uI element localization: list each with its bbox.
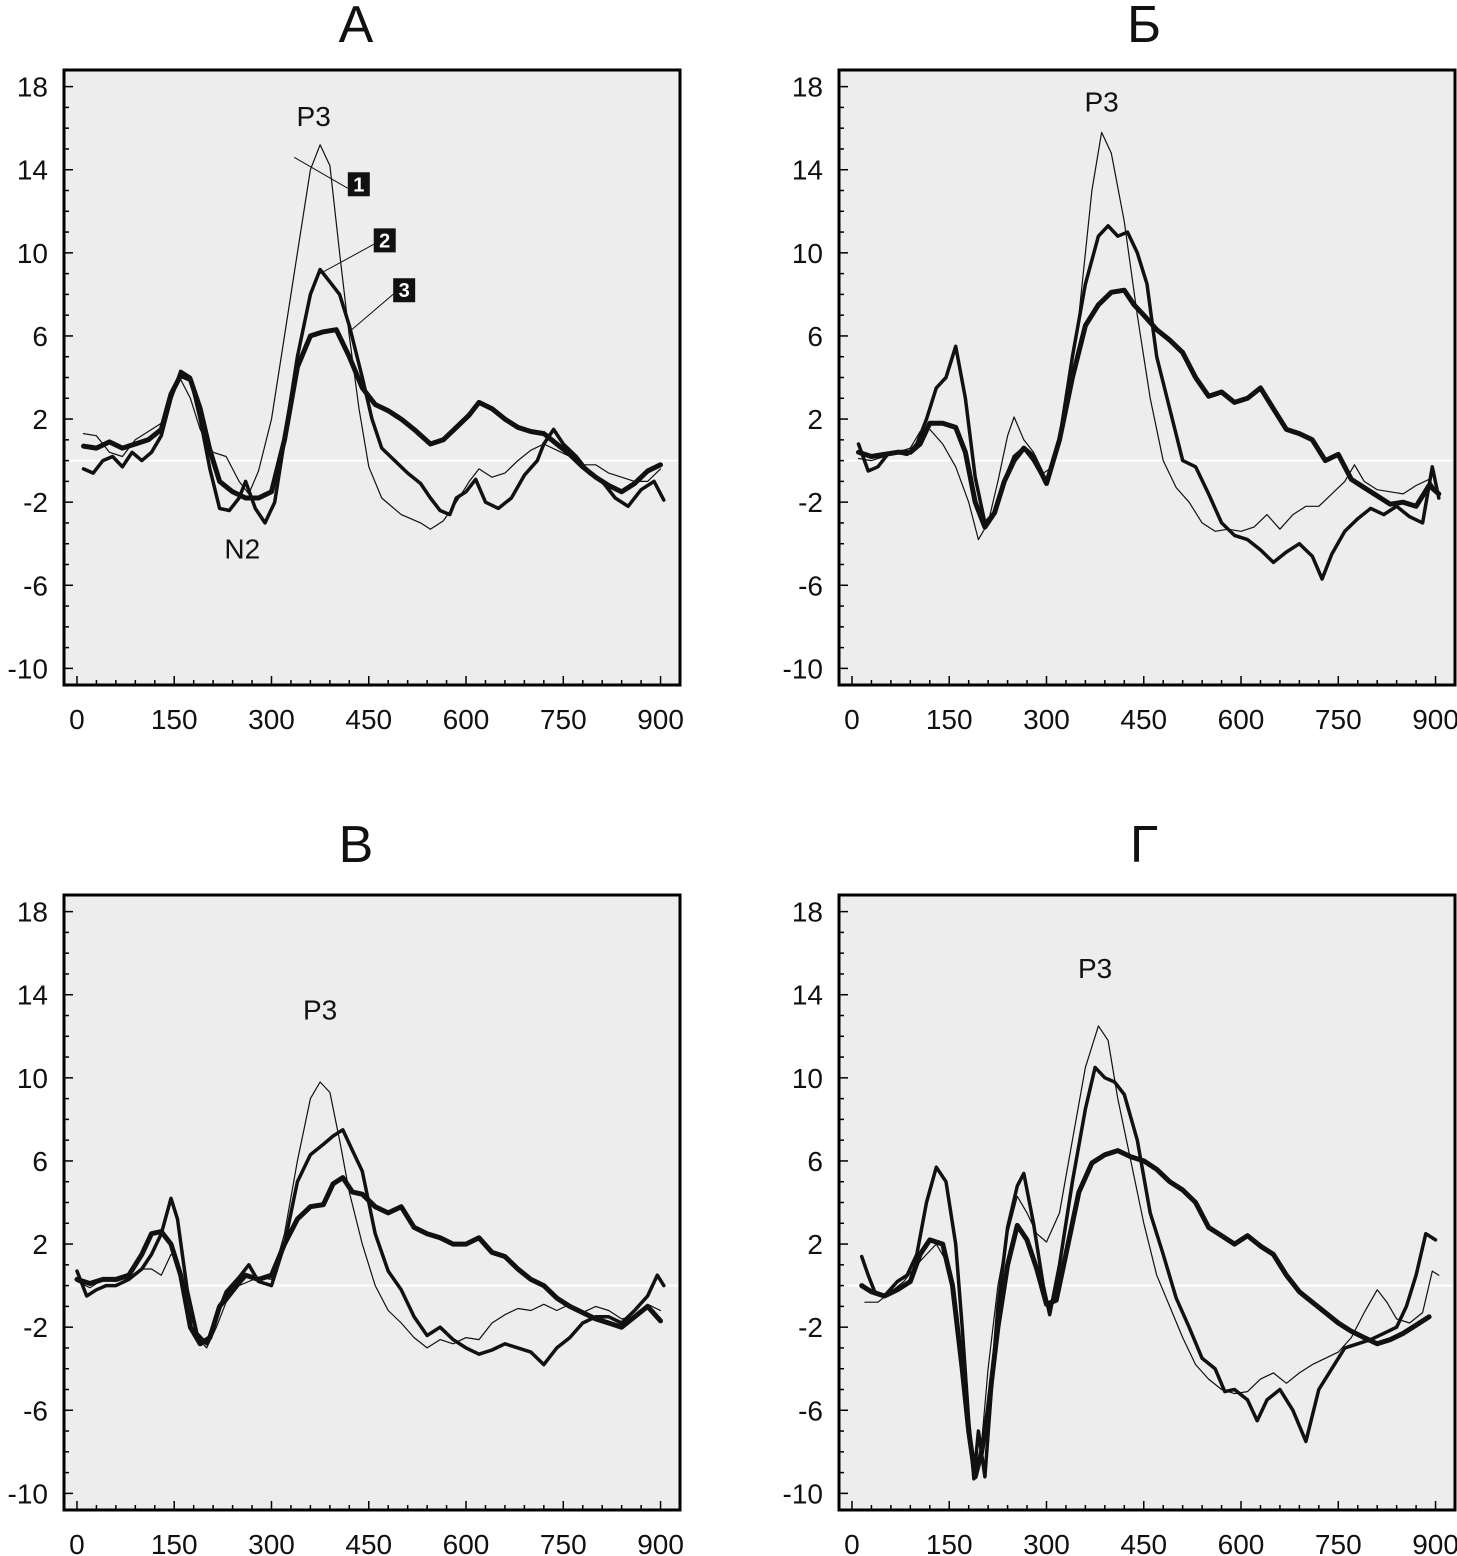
x-tick-label: 150 [151, 1529, 198, 1556]
x-tick-label: 600 [443, 704, 490, 735]
panel-title: Г [1130, 816, 1158, 874]
series-line-3 [856, 287, 1442, 530]
x-tick-label: 300 [1023, 704, 1070, 735]
y-tick-label: 14 [17, 155, 48, 186]
y-tick-label: 2 [807, 404, 823, 435]
x-tick-label: 900 [1412, 704, 1457, 735]
series-badge [373, 228, 396, 253]
series-line-1 [857, 131, 1437, 541]
x-tick-label: 0 [69, 1529, 85, 1556]
y-tick-label: 2 [807, 1229, 823, 1260]
x-tick-label: 450 [1120, 704, 1167, 735]
y-tick-label: -10 [8, 653, 48, 684]
series-line-3 [859, 1148, 1432, 1480]
y-tick-label: 18 [792, 72, 823, 103]
annotation-n2: N2 [224, 533, 260, 564]
x-tick-label: 750 [1315, 704, 1362, 735]
x-tick-label: 450 [345, 704, 392, 735]
series-line-2 [75, 1128, 666, 1367]
series-badge-label: 2 [379, 230, 390, 252]
annotation-p3: P3 [1078, 953, 1112, 984]
series-line-3 [74, 1175, 663, 1347]
y-tick-label: 6 [807, 321, 823, 352]
series-line-2 [856, 224, 1441, 581]
y-tick-label: 18 [792, 897, 823, 928]
x-tick-label: 900 [637, 704, 684, 735]
y-tick-label: 6 [807, 1146, 823, 1177]
panel-b: Б 18 14 10 6 2 -2 -6 -10 0 150 300 450 600 750 900 P3 [783, 0, 1457, 735]
y-tick-label: 14 [792, 155, 823, 186]
x-tick-label: 900 [637, 1529, 684, 1556]
y-tick-label: 10 [17, 238, 48, 269]
x-tick-label: 750 [1315, 1529, 1362, 1556]
y-tick-label: -2 [798, 1312, 823, 1343]
x-tick-label: 150 [151, 704, 198, 735]
panel-c: В 18 14 10 6 2 -2 -6 -10 0 150 300 450 600 750 900 P3 [8, 816, 684, 1556]
y-tick-label: 10 [792, 238, 823, 269]
series-line-2 [859, 1065, 1438, 1481]
x-tick-label: 150 [926, 1529, 973, 1556]
x-tick-label: 300 [1023, 1529, 1070, 1556]
panel-d: Г 18 14 10 6 2 -2 -6 -10 0 150 300 450 600 750 900 P3 [783, 816, 1457, 1556]
y-tick-label: 10 [17, 1063, 48, 1094]
series-badge-label: 3 [399, 280, 410, 302]
annotation-p3: P3 [303, 995, 337, 1026]
y-tick-label: -2 [23, 487, 48, 518]
y-tick-label: 2 [32, 404, 48, 435]
y-tick-label: -10 [783, 1478, 823, 1509]
panel-title: А [339, 0, 374, 54]
plot-area [62, 68, 682, 687]
x-tick-label: 0 [844, 1529, 860, 1556]
y-tick-label: -6 [23, 570, 48, 601]
x-tick-label: 600 [443, 1529, 490, 1556]
x-tick-label: 150 [926, 704, 973, 735]
x-tick-label: 300 [248, 1529, 295, 1556]
x-tick-label: 750 [540, 1529, 587, 1556]
y-tick-label: 14 [17, 980, 48, 1011]
callout-leader [319, 243, 374, 275]
series-badge [393, 278, 416, 303]
x-tick-label: 0 [69, 704, 85, 735]
panel-title: Б [1127, 0, 1161, 54]
y-tick-label: -10 [783, 653, 823, 684]
x-tick-label: 300 [248, 704, 295, 735]
y-tick-label: -2 [23, 1312, 48, 1343]
panel-title: В [339, 816, 374, 874]
callout-leader [348, 293, 394, 333]
x-tick-label: 600 [1218, 1529, 1265, 1556]
callout-leader [293, 156, 349, 189]
x-tick-label: 750 [540, 704, 587, 735]
y-tick-label: 2 [32, 1229, 48, 1260]
y-tick-label: 18 [17, 897, 48, 928]
panel-a: А 18 14 10 6 2 -2 -6 -10 0 150 300 450 600 750 900 P3 N2… [8, 0, 684, 735]
y-tick-label: 10 [792, 1063, 823, 1094]
series-badge [347, 172, 370, 197]
x-tick-label: 450 [345, 1529, 392, 1556]
y-tick-label: 14 [792, 980, 823, 1011]
annotation-p3: P3 [1084, 87, 1118, 118]
x-tick-label: 600 [1218, 704, 1265, 735]
series-badge-label: 1 [353, 174, 364, 196]
y-tick-label: 6 [32, 1146, 48, 1177]
y-tick-label: -6 [798, 1395, 823, 1426]
y-tick-label: -6 [798, 570, 823, 601]
annotation-p3: P3 [297, 101, 331, 132]
y-tick-label: -10 [8, 1478, 48, 1509]
y-tick-label: 18 [17, 72, 48, 103]
y-tick-label: -6 [23, 1395, 48, 1426]
x-tick-label: 900 [1412, 1529, 1457, 1556]
y-tick-label: 6 [32, 321, 48, 352]
y-tick-label: -2 [798, 487, 823, 518]
x-tick-label: 0 [844, 704, 860, 735]
series-line-3 [81, 327, 663, 501]
x-tick-label: 450 [1120, 1529, 1167, 1556]
